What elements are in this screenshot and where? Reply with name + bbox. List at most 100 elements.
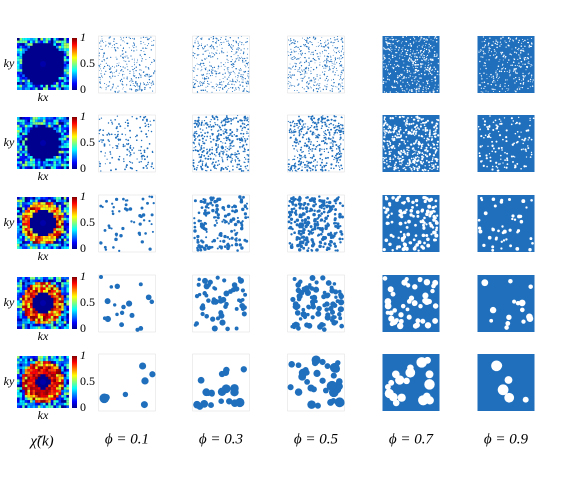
particle — [504, 68, 507, 70]
spectrum-cell — [61, 225, 64, 229]
particle — [387, 147, 390, 150]
particle — [201, 37, 203, 39]
particle — [409, 166, 411, 169]
particle — [340, 123, 342, 126]
particle — [287, 166, 290, 168]
particle — [99, 165, 101, 168]
particle — [211, 146, 213, 149]
particle — [485, 67, 487, 70]
particle — [193, 199, 197, 203]
particle — [241, 56, 243, 58]
spectrum-cell — [17, 310, 20, 314]
particle — [393, 166, 396, 169]
particle — [132, 45, 134, 47]
spectrum-cell — [61, 156, 64, 159]
particle — [335, 126, 337, 128]
y-axis-label: ky — [4, 215, 15, 229]
particle — [421, 53, 423, 55]
particle — [383, 130, 386, 132]
particle — [516, 88, 519, 90]
particle — [209, 52, 210, 54]
spectrum-cell — [22, 246, 25, 249]
particle — [404, 90, 406, 92]
particle — [390, 165, 392, 168]
particle — [147, 163, 149, 166]
particle — [200, 131, 202, 134]
spectrum-cell — [24, 166, 28, 169]
spectrum-cell — [17, 220, 20, 223]
particle — [114, 237, 118, 242]
particle — [436, 55, 438, 57]
particle — [324, 49, 326, 51]
particle — [338, 149, 341, 151]
particle — [306, 164, 308, 167]
spectrum-cell — [63, 161, 67, 164]
particle — [311, 168, 314, 171]
particle — [388, 53, 390, 56]
particle — [234, 161, 237, 163]
particle — [214, 210, 219, 214]
particle — [383, 91, 386, 93]
particle — [303, 144, 306, 147]
spectrum-cell — [30, 207, 33, 210]
particle — [403, 150, 406, 153]
particle — [306, 40, 308, 42]
particle — [142, 166, 145, 169]
particle — [207, 85, 209, 87]
particle — [124, 127, 126, 129]
particle — [212, 37, 215, 40]
particle — [211, 91, 213, 93]
particle — [423, 196, 427, 200]
particle — [485, 59, 487, 61]
spectrum-cell — [63, 64, 67, 67]
spectrum-cell — [17, 130, 20, 133]
particle — [505, 46, 507, 48]
particle — [145, 59, 147, 60]
particle — [247, 57, 249, 59]
spectrum-cell — [61, 74, 64, 77]
spectrum-cell — [22, 153, 25, 156]
spectrum-cell — [43, 199, 46, 203]
particle — [316, 84, 318, 86]
particle — [529, 237, 533, 241]
particle — [209, 196, 213, 200]
particle — [496, 46, 498, 49]
particle — [296, 90, 298, 91]
particle — [296, 149, 298, 151]
particle — [242, 170, 245, 172]
particle — [515, 247, 520, 251]
particle — [211, 69, 212, 70]
spectrum-cell — [56, 220, 59, 223]
particle — [509, 75, 511, 77]
particle — [151, 75, 153, 77]
particle — [221, 158, 223, 160]
particle — [487, 135, 491, 138]
particle — [229, 145, 231, 147]
particle — [522, 38, 524, 41]
particle — [223, 41, 225, 43]
particle — [309, 148, 312, 151]
particle — [232, 153, 234, 156]
particle — [108, 85, 110, 87]
particle — [294, 155, 296, 157]
particle — [421, 162, 424, 165]
particle — [195, 79, 197, 81]
particle — [321, 169, 324, 172]
spectrum-cell — [24, 323, 28, 327]
spectrum-cell — [35, 119, 38, 123]
particle — [430, 60, 432, 62]
particle — [389, 38, 391, 41]
particle — [478, 50, 480, 52]
particle — [424, 64, 426, 66]
particle — [234, 60, 237, 62]
particle — [208, 46, 210, 48]
spectrum-cell — [61, 228, 64, 231]
spectrum-cell — [58, 212, 62, 216]
spectrum-cell — [66, 45, 69, 49]
particle — [114, 136, 118, 139]
particle — [236, 216, 239, 219]
particle — [314, 169, 317, 172]
particle — [294, 62, 296, 64]
particle — [410, 48, 412, 51]
particle — [205, 86, 207, 88]
